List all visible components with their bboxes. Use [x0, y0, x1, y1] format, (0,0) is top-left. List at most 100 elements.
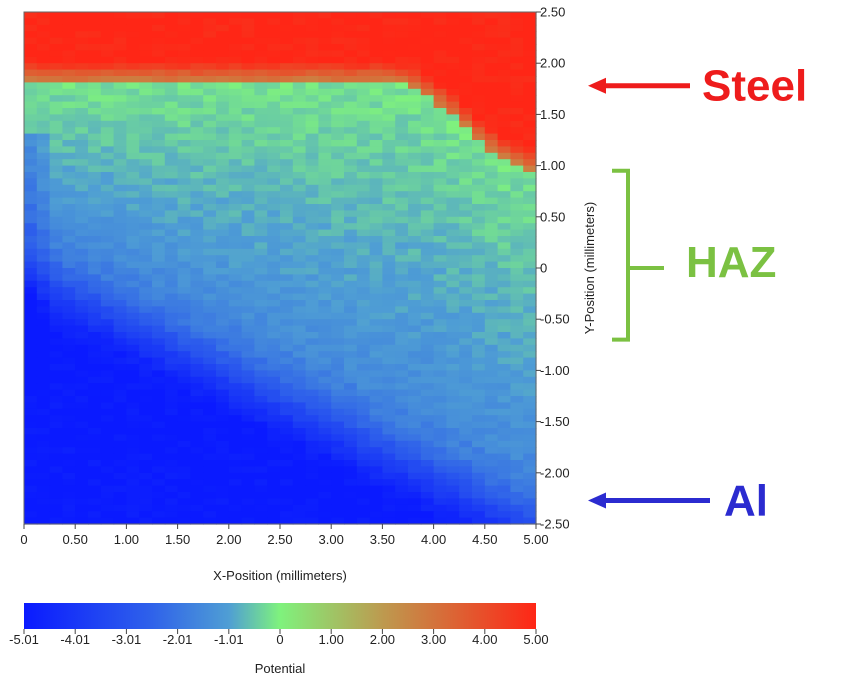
heatmap-cell	[139, 184, 153, 192]
heatmap-cell	[36, 338, 51, 346]
heatmap-cell	[497, 421, 511, 429]
heatmap-cell	[254, 165, 268, 173]
heatmap-cell	[100, 24, 115, 32]
x-axis-title: X-Position (millimeters)	[213, 568, 347, 583]
heatmap-cell	[24, 197, 38, 205]
heatmap-cell	[228, 415, 243, 423]
heatmap-cell	[484, 319, 499, 327]
heatmap-cell	[75, 69, 89, 77]
heatmap-cell	[241, 114, 255, 122]
heatmap-cell	[24, 210, 38, 218]
heatmap-cell	[497, 415, 511, 423]
heatmap-cell	[356, 197, 371, 205]
heatmap-cell	[382, 280, 396, 288]
heatmap-cell	[241, 95, 255, 103]
heatmap-cell	[395, 351, 409, 359]
heatmap-cell	[305, 229, 319, 237]
heatmap-cell	[113, 293, 127, 301]
heatmap-cell	[75, 255, 89, 263]
heatmap-cell	[395, 504, 409, 512]
heatmap-cell	[24, 101, 38, 109]
heatmap-cell	[62, 37, 76, 45]
heatmap-cell	[228, 223, 243, 231]
heatmap-cell	[100, 261, 115, 269]
heatmap-cell	[126, 383, 140, 391]
heatmap-cell	[356, 108, 371, 115]
heatmap-cell	[446, 498, 460, 506]
heatmap-cell	[433, 210, 447, 218]
heatmap-cell	[100, 472, 115, 480]
heatmap-cell	[510, 408, 524, 416]
heatmap-cell	[113, 287, 127, 295]
heatmap-cell	[497, 408, 511, 416]
heatmap-cell	[292, 31, 307, 39]
heatmap-cell	[100, 344, 115, 352]
heatmap-cell	[100, 453, 115, 461]
heatmap-cell	[24, 248, 38, 256]
heatmap-cell	[75, 351, 89, 359]
heatmap-cell	[472, 332, 486, 339]
heatmap-cell	[241, 88, 255, 96]
heatmap-cell	[433, 152, 447, 160]
heatmap-cell	[216, 114, 230, 122]
heatmap-cell	[523, 88, 537, 96]
heatmap-cell	[408, 332, 422, 339]
heatmap-cell	[241, 127, 255, 135]
heatmap-cell	[472, 383, 486, 391]
heatmap-cell	[177, 82, 191, 90]
heatmap-cell	[241, 357, 255, 365]
heatmap-cell	[305, 223, 319, 231]
heatmap-cell	[408, 479, 422, 487]
heatmap-cell	[62, 44, 76, 51]
heatmap-cell	[126, 50, 140, 58]
heatmap-cell	[420, 440, 435, 448]
heatmap-cell	[190, 140, 204, 147]
heatmap-cell	[36, 95, 51, 103]
heatmap-cell	[318, 178, 332, 186]
heatmap-cell	[408, 421, 422, 429]
heatmap-cell	[203, 332, 217, 339]
heatmap-cell	[203, 63, 217, 71]
heatmap-cell	[228, 261, 243, 269]
heatmap-cell	[420, 261, 435, 269]
heatmap-cell	[49, 511, 63, 519]
heatmap-cell	[216, 37, 230, 45]
heatmap-cell	[433, 312, 447, 320]
heatmap-cell	[420, 421, 435, 429]
heatmap-cell	[369, 216, 383, 224]
heatmap-cell	[331, 69, 345, 77]
heatmap-cell	[75, 204, 89, 211]
heatmap-cell	[510, 325, 524, 333]
heatmap-cell	[318, 82, 332, 90]
heatmap-cell	[356, 12, 371, 19]
heatmap-cell	[331, 82, 345, 90]
heatmap-cell	[203, 517, 217, 525]
heatmap-cell	[177, 12, 191, 19]
heatmap-cell	[433, 37, 447, 45]
heatmap-cell	[356, 152, 371, 160]
heatmap-cell	[395, 421, 409, 429]
heatmap-cell	[24, 56, 38, 64]
heatmap-cell	[344, 18, 358, 26]
heatmap-cell	[318, 370, 332, 378]
heatmap-cell	[356, 248, 371, 256]
heatmap-cell	[203, 50, 217, 58]
heatmap-cell	[139, 63, 153, 71]
heatmap-cell	[24, 159, 38, 167]
heatmap-cell	[254, 517, 268, 525]
heatmap-cell	[369, 56, 383, 64]
heatmap-cell	[318, 191, 332, 199]
heatmap-cell	[472, 485, 486, 493]
heatmap-cell	[510, 197, 524, 205]
heatmap-cell	[100, 280, 115, 288]
heatmap-cell	[267, 50, 281, 58]
heatmap-cell	[254, 351, 268, 359]
heatmap-cell	[420, 18, 435, 26]
heatmap-cell	[433, 498, 447, 506]
heatmap-cell	[190, 178, 204, 186]
heatmap-cell	[190, 479, 204, 487]
heatmap-cell	[356, 76, 371, 83]
heatmap-cell	[395, 204, 409, 211]
heatmap-cell	[292, 447, 307, 455]
heatmap-cell	[75, 517, 89, 525]
